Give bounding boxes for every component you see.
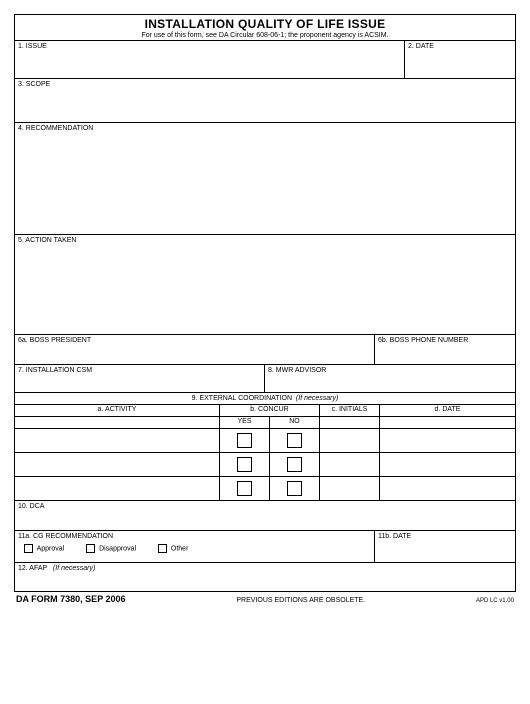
label-afap-note: (If necessary) [53, 565, 95, 572]
field-cg-rec: 11a. CG RECOMMENDATION Approval Disappro… [15, 531, 375, 562]
checkbox-other[interactable] [158, 544, 167, 553]
initials-1[interactable] [320, 429, 380, 452]
col-concur-header: b. CONCUR [220, 405, 320, 416]
label-boss-phone: 6b. BOSS PHONE NUMBER [378, 337, 468, 344]
row-ext-coord-header: 9. EXTERNAL COORDINATION (If necessary) [15, 393, 515, 405]
field-action-taken[interactable]: 5. ACTION TAKEN [15, 235, 515, 334]
checkbox-no-1[interactable] [287, 433, 302, 448]
field-scope[interactable]: 3. SCOPE [15, 79, 515, 122]
checkbox-no-3[interactable] [287, 481, 302, 496]
yes-1[interactable] [220, 429, 270, 452]
label-approval: Approval [37, 545, 65, 552]
col-date-header: d. DATE [380, 405, 515, 416]
field-boss-president[interactable]: 6a. BOSS PRESIDENT [15, 335, 375, 364]
col-activity-header: a. ACTIVITY [15, 405, 220, 416]
ext-date-2[interactable] [380, 453, 515, 476]
row-boss: 6a. BOSS PRESIDENT 6b. BOSS PHONE NUMBER [15, 335, 515, 365]
label-scope: 3. SCOPE [18, 81, 50, 88]
ext-coord-row-1 [15, 429, 515, 453]
activity-2[interactable] [15, 453, 220, 476]
label-no: NO [289, 418, 300, 425]
row-scope: 3. SCOPE [15, 79, 515, 123]
field-issue[interactable]: 1. ISSUE [15, 41, 405, 78]
field-afap[interactable]: 12. AFAP (If necessary) [15, 563, 515, 591]
checkbox-approval[interactable] [24, 544, 33, 553]
footer-version: APD LC v1.00 [476, 598, 514, 604]
col-date-yn [380, 417, 515, 428]
label-ext-coord: 9. EXTERNAL COORDINATION [192, 395, 292, 402]
initials-3[interactable] [320, 477, 380, 500]
form-title: INSTALLATION QUALITY OF LIFE ISSUE [19, 17, 511, 31]
label-action-taken: 5. ACTION TAKEN [18, 237, 76, 244]
label-other: Other [171, 545, 189, 552]
col-initials-yn [320, 417, 380, 428]
activity-1[interactable] [15, 429, 220, 452]
label-mwr-advisor: 8. MWR ADVISOR [268, 367, 326, 374]
footer-form-id: DA FORM 7380, SEP 2006 [16, 594, 126, 604]
label-date: 2. DATE [408, 43, 434, 50]
field-boss-phone[interactable]: 6b. BOSS PHONE NUMBER [375, 335, 515, 364]
yes-3[interactable] [220, 477, 270, 500]
ext-date-1[interactable] [380, 429, 515, 452]
field-11b-date[interactable]: 11b. DATE [375, 531, 515, 562]
row-action-taken: 5. ACTION TAKEN [15, 235, 515, 335]
yes-2[interactable] [220, 453, 270, 476]
footer-obsolete: PREVIOUS EDITIONS ARE OBSOLETE. [236, 597, 365, 604]
label-cg-rec: 11a. CG RECOMMENDATION [18, 533, 371, 540]
initials-2[interactable] [320, 453, 380, 476]
no-1[interactable] [270, 429, 320, 452]
label-recommendation: 4. RECOMMENDATION [18, 125, 93, 132]
row-afap: 12. AFAP (If necessary) [15, 563, 515, 591]
checkbox-no-2[interactable] [287, 457, 302, 472]
label-installation-csm: 7. INSTALLATION CSM [18, 367, 92, 374]
col-activity-yn [15, 417, 220, 428]
form-subtitle: For use of this form, see DA Circular 60… [19, 32, 511, 39]
checkbox-yes-3[interactable] [237, 481, 252, 496]
checkbox-disapproval[interactable] [86, 544, 95, 553]
row-ext-coord-subheader: a. ACTIVITY b. CONCUR c. INITIALS d. DAT… [15, 405, 515, 417]
row-yes-no-header: YES NO [15, 417, 515, 429]
ext-coord-row-2 [15, 453, 515, 477]
title-row: INSTALLATION QUALITY OF LIFE ISSUE For u… [15, 15, 515, 41]
activity-3[interactable] [15, 477, 220, 500]
form-container: INSTALLATION QUALITY OF LIFE ISSUE For u… [14, 14, 516, 592]
label-ext-coord-note: (If necessary) [296, 395, 338, 402]
label-disapproval: Disapproval [99, 545, 136, 552]
label-afap: 12. AFAP [18, 565, 47, 572]
checkbox-yes-1[interactable] [237, 433, 252, 448]
row-csm-mwr: 7. INSTALLATION CSM 8. MWR ADVISOR [15, 365, 515, 393]
row-dca: 10. DCA [15, 501, 515, 531]
ext-date-3[interactable] [380, 477, 515, 500]
no-2[interactable] [270, 453, 320, 476]
row-recommendation: 4. RECOMMENDATION [15, 123, 515, 235]
cg-rec-options: Approval Disapproval Other [18, 544, 371, 553]
label-concur: b. CONCUR [250, 406, 289, 413]
field-date[interactable]: 2. DATE [405, 41, 515, 78]
row-cg-rec: 11a. CG RECOMMENDATION Approval Disappro… [15, 531, 515, 563]
label-activity: a. ACTIVITY [98, 406, 137, 413]
footer: DA FORM 7380, SEP 2006 PREVIOUS EDITIONS… [14, 592, 516, 604]
field-recommendation[interactable]: 4. RECOMMENDATION [15, 123, 515, 234]
row-issue-date: 1. ISSUE 2. DATE [15, 41, 515, 79]
label-boss-president: 6a. BOSS PRESIDENT [18, 337, 91, 344]
field-mwr-advisor[interactable]: 8. MWR ADVISOR [265, 365, 515, 392]
col-initials-header: c. INITIALS [320, 405, 380, 416]
label-ext-date: d. DATE [435, 406, 461, 413]
label-yes: YES [237, 418, 251, 425]
ext-coord-row-3 [15, 477, 515, 501]
checkbox-yes-2[interactable] [237, 457, 252, 472]
label-issue: 1. ISSUE [18, 43, 47, 50]
label-dca: 10. DCA [18, 503, 44, 510]
field-installation-csm[interactable]: 7. INSTALLATION CSM [15, 365, 265, 392]
label-11b-date: 11b. DATE [378, 533, 411, 540]
col-no-header: NO [270, 417, 320, 428]
label-initials: c. INITIALS [332, 406, 368, 413]
col-yes-header: YES [220, 417, 270, 428]
no-3[interactable] [270, 477, 320, 500]
field-dca[interactable]: 10. DCA [15, 501, 515, 530]
